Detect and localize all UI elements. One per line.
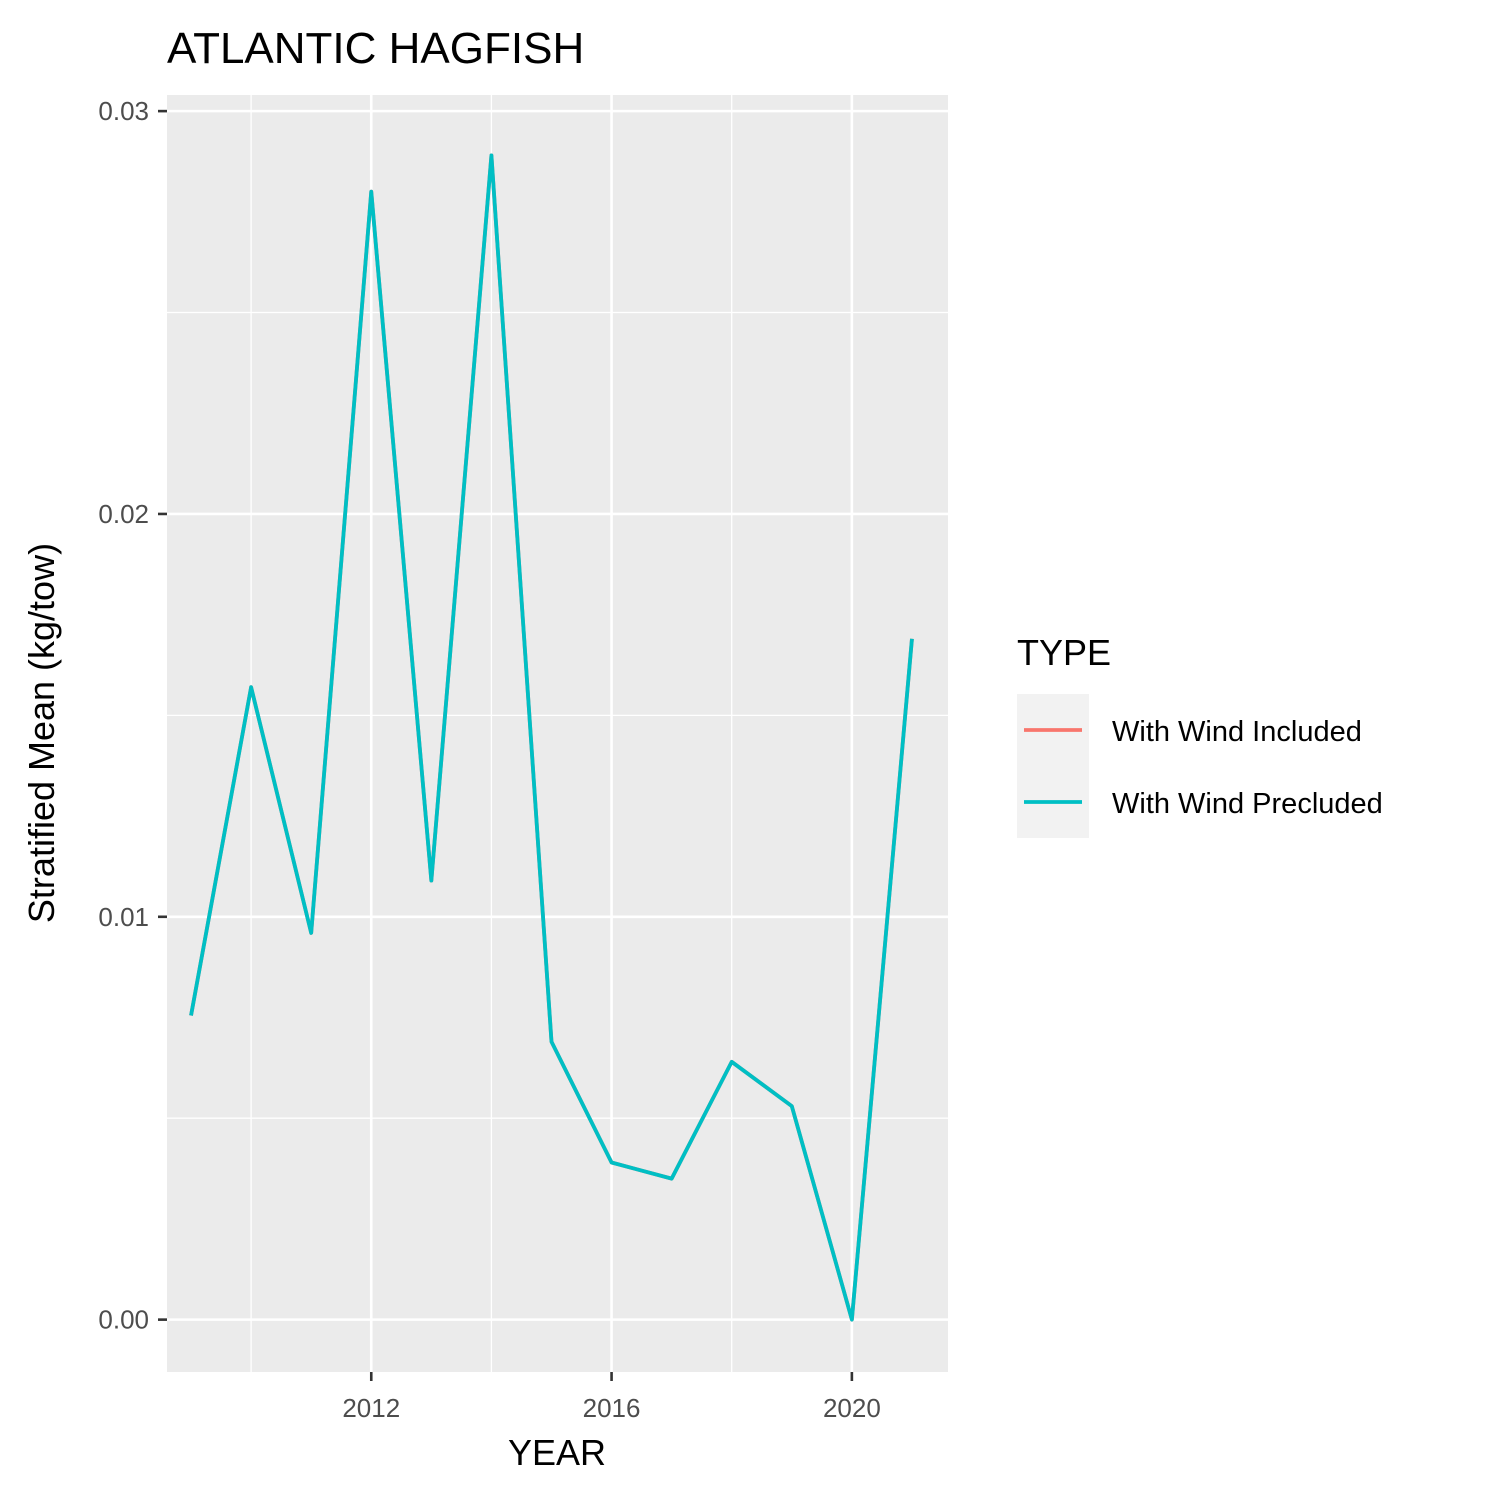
x-tick-label: 2012 <box>342 1393 400 1423</box>
x-tick-label: 2020 <box>823 1393 881 1423</box>
chart-title: ATLANTIC HAGFISH <box>167 24 584 73</box>
x-axis-title: YEAR <box>508 1432 606 1473</box>
plot-panel <box>167 95 948 1372</box>
legend-label: With Wind Precluded <box>1112 788 1383 820</box>
legend-title: TYPE <box>1017 632 1111 673</box>
y-tick-label: 0.02 <box>98 499 149 529</box>
minor-gridlines <box>167 95 948 1372</box>
series-line-2 <box>189 153 914 1322</box>
y-tick-label: 0.01 <box>98 902 149 932</box>
legend: TYPE With Wind Included With Wind Preclud… <box>1017 632 1383 838</box>
legend-label: With Wind Included <box>1112 716 1362 748</box>
y-tick-label: 0.00 <box>98 1305 149 1335</box>
y-axis-title: Stratified Mean (kg/tow) <box>21 543 62 923</box>
legend-key-background <box>1017 694 1089 838</box>
y-tick-label: 0.03 <box>98 96 149 126</box>
major-gridlines <box>167 95 948 1372</box>
x-tick-labels: 2012 2016 2020 <box>342 1393 880 1423</box>
series-lines <box>189 153 914 1322</box>
axis-ticks <box>158 109 854 1381</box>
y-tick-labels: 0.00 0.01 0.02 0.03 <box>98 96 149 1335</box>
x-tick-label: 2016 <box>583 1393 641 1423</box>
